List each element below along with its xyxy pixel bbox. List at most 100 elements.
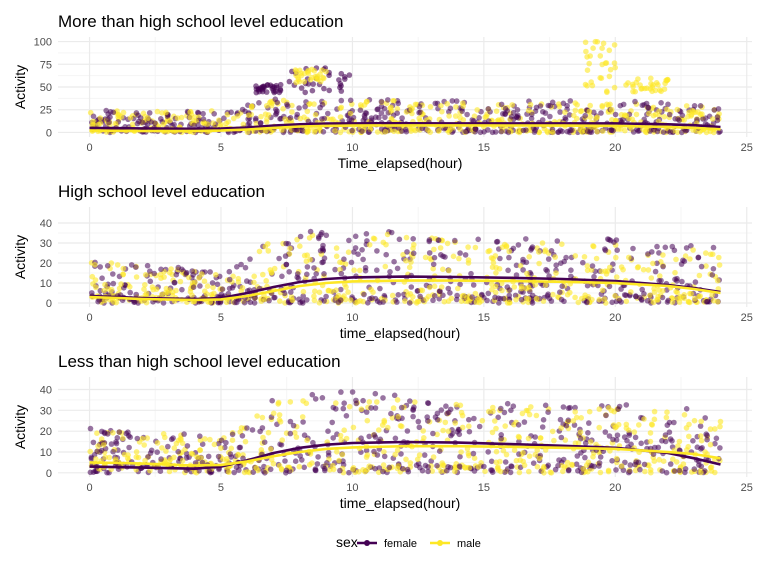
point-female	[659, 438, 665, 444]
point-male	[330, 462, 336, 469]
point-male	[606, 47, 613, 54]
point-female	[698, 263, 705, 270]
point-female	[372, 405, 379, 411]
point-male	[426, 284, 433, 291]
point-female	[377, 285, 383, 292]
point-male	[536, 455, 543, 462]
point-female	[436, 448, 443, 455]
point-female	[711, 107, 718, 113]
point-female	[644, 298, 651, 304]
point-male	[578, 415, 584, 421]
point-female	[557, 109, 563, 115]
point-male	[562, 109, 568, 116]
point-male	[541, 125, 548, 132]
point-male	[652, 111, 659, 118]
point-male	[358, 406, 365, 413]
point-female	[365, 300, 371, 306]
point-male	[382, 128, 389, 135]
point-male	[516, 469, 523, 476]
point-male	[263, 278, 270, 284]
point-female	[359, 247, 365, 253]
point-male	[346, 403, 353, 410]
point-female	[287, 115, 294, 121]
y-axis-title: Activity	[12, 235, 28, 279]
point-female	[515, 242, 522, 248]
point-female	[352, 245, 359, 251]
point-male	[316, 300, 323, 306]
point-male	[279, 437, 286, 443]
point-male	[611, 42, 618, 48]
point-female	[388, 410, 394, 417]
point-female	[315, 454, 321, 460]
x-tick-label: 25	[741, 312, 753, 324]
point-female	[362, 264, 369, 271]
legend-title: sex	[336, 534, 358, 550]
point-male	[201, 120, 208, 127]
point-female	[417, 293, 423, 300]
point-male	[207, 436, 213, 443]
point-female	[683, 406, 690, 412]
point-female	[267, 466, 274, 473]
point-male	[681, 295, 687, 302]
point-male	[533, 412, 540, 419]
point-female	[614, 247, 620, 253]
point-male	[114, 262, 121, 268]
point-female	[419, 125, 426, 132]
point-female	[520, 256, 526, 263]
point-female	[463, 128, 469, 135]
point-female	[530, 460, 537, 467]
point-female	[434, 462, 440, 469]
point-male	[354, 299, 361, 305]
point-male	[350, 466, 356, 472]
point-male	[425, 127, 431, 133]
point-female	[700, 116, 706, 122]
point-male	[587, 114, 593, 120]
point-female	[502, 459, 509, 465]
point-male	[503, 451, 510, 458]
point-female	[691, 466, 698, 472]
point-male	[105, 286, 112, 292]
point-male	[311, 129, 318, 135]
point-male	[611, 60, 618, 66]
point-male	[683, 103, 690, 109]
point-female	[479, 291, 485, 298]
point-male	[455, 285, 461, 292]
point-male	[311, 101, 317, 107]
point-male	[471, 113, 478, 119]
point-male	[316, 289, 323, 296]
point-male	[343, 435, 350, 442]
point-female	[309, 391, 316, 398]
point-male	[323, 68, 329, 75]
point-female	[714, 117, 721, 124]
point-male	[381, 449, 387, 455]
point-male	[648, 469, 654, 476]
point-female	[277, 116, 283, 122]
point-female	[323, 293, 329, 300]
point-male	[623, 298, 630, 305]
point-female	[413, 462, 420, 469]
point-female	[304, 297, 310, 303]
point-female	[362, 114, 368, 121]
point-female	[116, 429, 123, 435]
point-male	[600, 128, 606, 134]
x-axis-title: Time_elapsed(hour)	[338, 155, 463, 171]
point-female	[697, 103, 704, 109]
point-female	[571, 422, 578, 428]
point-female	[360, 397, 366, 404]
point-female	[326, 87, 333, 94]
point-male	[605, 405, 612, 411]
point-male	[390, 405, 397, 411]
x-axis-title: time_elapsed(hour)	[340, 495, 461, 511]
point-male	[642, 468, 648, 475]
point-male	[647, 292, 653, 299]
point-male	[447, 127, 453, 133]
point-female	[476, 115, 482, 121]
point-female	[298, 85, 305, 91]
x-tick-label: 20	[609, 142, 621, 154]
point-female	[272, 96, 279, 102]
point-female	[554, 238, 561, 244]
point-male	[600, 40, 607, 47]
point-female	[415, 418, 422, 425]
point-male	[707, 251, 714, 258]
point-female	[128, 262, 135, 268]
